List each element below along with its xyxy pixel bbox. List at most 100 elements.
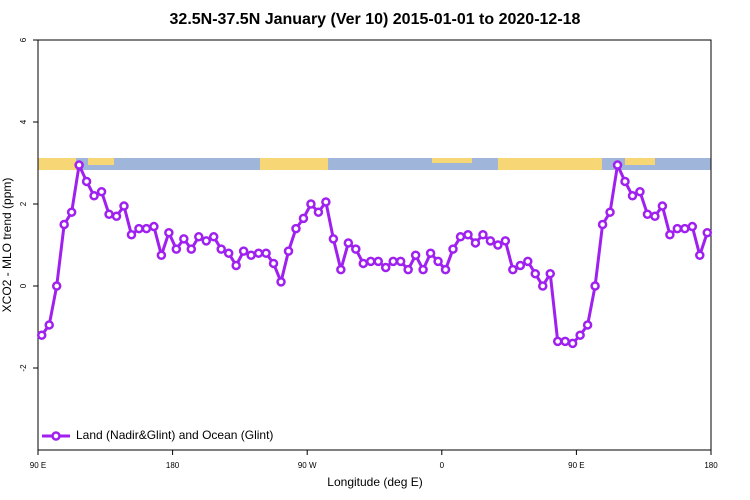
data-point [104, 209, 114, 219]
data-point [253, 248, 264, 258]
data-point [238, 246, 249, 256]
data-point [508, 264, 518, 275]
data-point [81, 176, 92, 187]
data-point [298, 213, 309, 224]
data-point [36, 330, 47, 340]
data-point [440, 264, 451, 275]
x-tick-label: 180 [704, 461, 718, 470]
data-point [695, 250, 705, 260]
data-point [433, 256, 443, 267]
data-point [313, 207, 324, 217]
data-point [89, 191, 99, 201]
data-point [208, 232, 219, 242]
data-point [388, 256, 398, 267]
data-point [51, 281, 62, 291]
data-point [410, 250, 421, 260]
x-tick-label: 0 [440, 461, 445, 470]
data-point [171, 244, 182, 254]
data-point [366, 256, 376, 267]
data-point [620, 176, 630, 187]
data-point [642, 209, 653, 219]
data-point [418, 264, 428, 275]
data-point [141, 223, 152, 234]
data-point [134, 223, 144, 234]
data-point [246, 250, 256, 260]
x-tick-label: 90 E [568, 461, 584, 470]
ocean-band [38, 158, 711, 170]
x-tick-label: 90 E [30, 461, 46, 470]
data-point [149, 221, 159, 232]
data-point [582, 320, 593, 330]
data-point [380, 262, 391, 273]
data-point [605, 207, 615, 217]
data-point [358, 258, 369, 269]
chart-title: 32.5N-37.5N January (Ver 10) 2015-01-01 … [170, 11, 581, 28]
land-band [260, 158, 328, 170]
data-point [111, 211, 122, 222]
x-tick-label: 180 [166, 461, 180, 470]
data-point [156, 250, 167, 260]
land-band [625, 158, 655, 165]
data-point [665, 230, 675, 240]
data-point [283, 246, 294, 256]
data-point [179, 234, 189, 244]
data-point [276, 277, 286, 287]
data-point [343, 238, 354, 248]
data-point [216, 244, 226, 254]
data-point [485, 236, 496, 246]
land-band [38, 158, 76, 170]
data-point [395, 256, 406, 267]
land-band [498, 158, 602, 170]
data-point [635, 186, 645, 197]
series-line [40, 163, 709, 345]
data-point [119, 201, 129, 211]
data-point [328, 234, 339, 244]
data-point [403, 264, 413, 275]
data-point [575, 330, 585, 340]
data-point [201, 236, 211, 246]
data-point [627, 191, 638, 201]
data-point [687, 221, 698, 232]
land-band [88, 158, 114, 165]
data-point [96, 186, 107, 197]
data-point [515, 260, 526, 271]
data-point [268, 258, 279, 269]
y-tick-label: 0 [19, 283, 28, 288]
legend-label: Land (Nadir&Glint) and Ocean (Glint) [76, 428, 273, 442]
x-tick-label: 90 W [298, 461, 317, 470]
data-point [455, 232, 466, 242]
data-point [373, 256, 383, 267]
y-tick-label: 2 [19, 201, 28, 206]
y-tick-label: 4 [19, 119, 28, 124]
data-point [126, 230, 137, 240]
y-tick-label: -2 [19, 364, 28, 372]
data-point [672, 223, 683, 234]
data-point [702, 227, 713, 238]
data-point [306, 199, 316, 209]
data-point [261, 248, 271, 258]
data-point [44, 320, 54, 330]
data-point [321, 197, 331, 207]
data-point [552, 336, 563, 347]
data-point [612, 160, 623, 170]
y-tick-label: 6 [19, 37, 28, 42]
data-point [567, 338, 578, 349]
data-point [523, 256, 533, 267]
data-point [223, 248, 234, 258]
data-point [470, 238, 481, 248]
surface-band [38, 158, 711, 170]
data-point [493, 240, 503, 250]
data-point [351, 244, 361, 254]
data-point [530, 268, 541, 279]
legend-marker [51, 431, 61, 441]
plot-frame [37, 39, 712, 451]
data-point [538, 281, 548, 291]
data-point [231, 260, 241, 271]
data-point [66, 207, 77, 217]
data-point [291, 223, 301, 234]
data-point [590, 281, 600, 291]
x-axis-title: Longitude (deg E) [327, 475, 422, 489]
data-point [59, 219, 69, 230]
data-point [336, 264, 346, 275]
